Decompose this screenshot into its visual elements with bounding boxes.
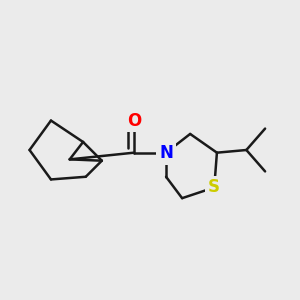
Text: S: S [208, 178, 220, 196]
Text: O: O [127, 112, 141, 130]
Text: N: N [159, 144, 173, 162]
